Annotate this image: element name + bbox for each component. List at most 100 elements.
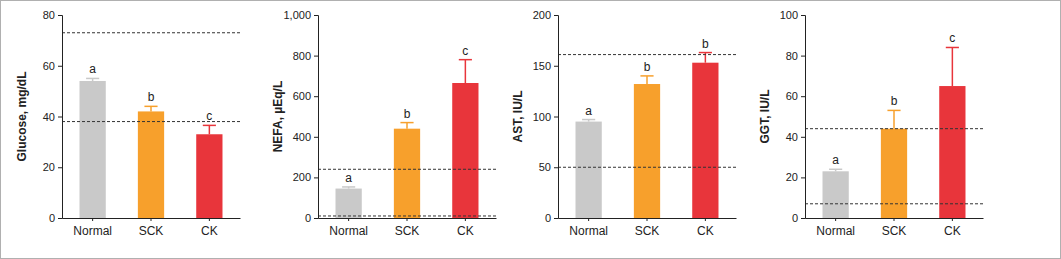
y-tick-mark	[801, 137, 805, 138]
error-bar	[342, 187, 355, 189]
reference-line	[318, 169, 496, 170]
y-tick: 200	[293, 171, 318, 183]
bar	[80, 81, 106, 218]
y-tick: 0	[305, 212, 318, 224]
bar	[138, 111, 164, 218]
panel: abc020406080100NormalSCKCKGGT, IU/L	[758, 9, 984, 238]
x-tick-mark	[952, 218, 953, 221]
error-line	[465, 60, 467, 83]
x-tick-label: SCK	[395, 224, 420, 238]
x-tick-mark	[465, 218, 466, 221]
significance-letter: a	[345, 171, 352, 185]
error-cap	[946, 47, 959, 49]
panel: abc020406080NormalSCKCKGlucose, mg/dL	[15, 9, 241, 238]
y-tick-label: 200	[293, 171, 311, 183]
x-tick: SCK	[139, 218, 164, 238]
y-tick-label: 80	[43, 9, 55, 21]
x-tick: CK	[201, 218, 218, 238]
error-bar	[459, 60, 472, 83]
y-tick-mark	[314, 96, 318, 97]
error-bar	[86, 78, 99, 81]
error-bar	[946, 47, 959, 86]
error-line	[209, 125, 211, 134]
reference-line	[805, 128, 983, 129]
y-axis: 050100150200	[533, 9, 559, 224]
x-tick: Normal	[569, 218, 608, 238]
y-tick-label: 0	[792, 212, 798, 224]
y-tick-label: 0	[49, 212, 55, 224]
significance-letter: a	[585, 104, 592, 118]
bar	[692, 63, 718, 218]
error-line	[150, 106, 152, 111]
y-tick-label: 150	[533, 60, 551, 72]
y-axis-title: NEFA, µEq/L	[271, 81, 285, 153]
error-bar	[640, 76, 653, 84]
y-tick-mark	[554, 117, 558, 118]
x-tick-mark	[92, 218, 93, 221]
reference-line	[62, 32, 240, 33]
bar	[394, 129, 420, 218]
y-tick-mark	[314, 218, 318, 219]
error-cap	[342, 186, 355, 188]
y-tick: 200	[533, 9, 558, 21]
y-tick-mark	[801, 218, 805, 219]
x-tick-label: Normal	[73, 224, 112, 238]
error-cap	[829, 169, 842, 171]
x-tick: CK	[944, 218, 961, 238]
y-tick-label: 40	[43, 111, 55, 123]
y-tick: 600	[293, 90, 318, 102]
y-tick: 100	[780, 9, 805, 21]
y-tick: 0	[545, 212, 558, 224]
significance-letter: a	[832, 153, 839, 167]
y-tick: 0	[49, 212, 62, 224]
error-line	[646, 76, 648, 84]
error-cap	[86, 78, 99, 80]
plot-area	[805, 47, 983, 218]
bar	[336, 189, 362, 218]
x-axis: NormalSCKCK	[806, 218, 984, 238]
plot-area	[318, 60, 496, 218]
error-bar	[887, 110, 900, 128]
y-tick-mark	[58, 167, 62, 168]
significance-letter: b	[891, 94, 898, 108]
y-tick-label: 80	[786, 50, 798, 62]
y-tick: 0	[792, 212, 805, 224]
x-tick-label: CK	[457, 224, 474, 238]
x-tick-mark	[647, 218, 648, 221]
y-tick-label: 400	[293, 131, 311, 143]
significance-letter: b	[644, 60, 651, 74]
y-tick: 800	[293, 50, 318, 62]
error-cap	[887, 110, 900, 112]
reference-line	[318, 215, 496, 216]
x-tick-label: CK	[944, 224, 961, 238]
error-bar	[400, 123, 413, 129]
x-tick: SCK	[882, 218, 907, 238]
y-tick: 20	[43, 161, 62, 173]
bar	[196, 134, 222, 218]
error-line	[893, 110, 895, 128]
reference-line	[805, 203, 983, 204]
x-tick-label: CK	[201, 224, 218, 238]
y-tick-label: 0	[545, 212, 551, 224]
x-tick-label: SCK	[635, 224, 660, 238]
error-bar	[829, 169, 842, 171]
y-tick-label: 1,000	[283, 9, 311, 21]
y-tick: 40	[786, 131, 805, 143]
y-tick-label: 0	[305, 212, 311, 224]
figure: abc020406080NormalSCKCKGlucose, mg/dLabc…	[0, 0, 1061, 259]
y-axis-title: AST, IU/L	[511, 90, 525, 142]
y-tick-mark	[58, 117, 62, 118]
y-tick-mark	[58, 15, 62, 16]
y-tick-mark	[554, 66, 558, 67]
error-bar	[582, 120, 595, 122]
bar	[452, 83, 478, 218]
y-tick-label: 60	[43, 60, 55, 72]
y-tick-label: 20	[43, 161, 55, 173]
x-tick: Normal	[73, 218, 112, 238]
y-axis-line	[554, 16, 559, 219]
error-line	[952, 47, 954, 86]
error-cap	[203, 125, 216, 127]
y-tick-mark	[801, 56, 805, 57]
x-tick-label: Normal	[569, 224, 608, 238]
y-tick-mark	[554, 218, 558, 219]
